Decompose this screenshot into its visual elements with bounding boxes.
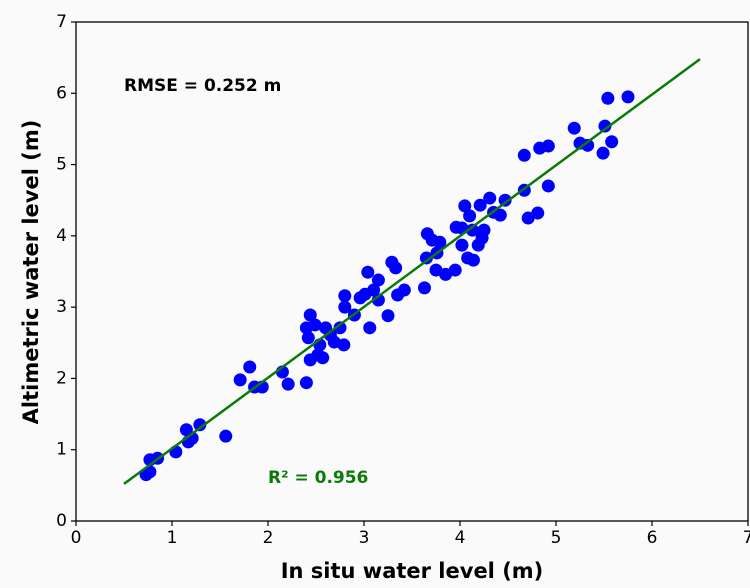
y-axis-title: Altimetric water level (m) bbox=[19, 120, 43, 425]
y-tick-label: 4 bbox=[56, 226, 67, 246]
x-tick-label: 4 bbox=[455, 528, 466, 548]
point bbox=[219, 429, 233, 443]
x-axis-title: In situ water level (m) bbox=[281, 559, 544, 583]
y-tick-label: 0 bbox=[56, 511, 67, 531]
point bbox=[338, 300, 352, 314]
point bbox=[281, 377, 295, 391]
point bbox=[463, 209, 477, 223]
point bbox=[493, 208, 507, 222]
point bbox=[333, 321, 347, 335]
x-tick-label: 7 bbox=[743, 528, 750, 548]
point bbox=[417, 281, 431, 295]
point bbox=[517, 148, 531, 162]
point bbox=[541, 179, 555, 193]
point bbox=[299, 376, 313, 390]
annotation: RMSE = 0.252 m bbox=[124, 76, 281, 96]
point bbox=[367, 283, 381, 297]
point bbox=[419, 251, 433, 265]
point bbox=[371, 273, 385, 287]
x-tick-label: 0 bbox=[71, 528, 82, 548]
y-tick-label: 6 bbox=[56, 83, 67, 103]
point bbox=[498, 193, 512, 207]
point bbox=[303, 308, 317, 322]
y-tick-label: 1 bbox=[56, 440, 67, 460]
point bbox=[381, 309, 395, 323]
point bbox=[473, 198, 487, 212]
point bbox=[363, 321, 377, 335]
point bbox=[605, 135, 619, 149]
point bbox=[361, 265, 375, 279]
x-tick-label: 2 bbox=[263, 528, 274, 548]
y-tick-label: 7 bbox=[56, 12, 67, 32]
point bbox=[371, 293, 385, 307]
point bbox=[601, 91, 615, 105]
point bbox=[598, 119, 612, 133]
y-tick-label: 5 bbox=[56, 155, 67, 175]
point bbox=[397, 283, 411, 297]
point bbox=[337, 338, 351, 352]
y-tick-label: 3 bbox=[56, 297, 67, 317]
x-tick-label: 6 bbox=[647, 528, 658, 548]
point bbox=[455, 238, 469, 252]
point bbox=[243, 360, 257, 374]
point bbox=[338, 289, 352, 303]
point bbox=[433, 235, 447, 249]
annotation: R² = 0.956 bbox=[268, 468, 368, 488]
point bbox=[596, 146, 610, 160]
point bbox=[233, 373, 247, 387]
point bbox=[521, 211, 535, 225]
x-tick-label: 5 bbox=[551, 528, 562, 548]
point bbox=[316, 351, 330, 365]
point bbox=[477, 223, 491, 237]
point bbox=[301, 331, 315, 345]
point bbox=[308, 318, 322, 332]
fit-line bbox=[123, 58, 701, 485]
point bbox=[541, 139, 555, 153]
point bbox=[458, 199, 472, 213]
point bbox=[448, 263, 462, 277]
x-tick-label: 1 bbox=[167, 528, 178, 548]
point bbox=[531, 206, 545, 220]
point bbox=[621, 90, 635, 104]
y-tick-label: 2 bbox=[56, 368, 67, 388]
point bbox=[193, 418, 207, 432]
point bbox=[581, 138, 595, 152]
point bbox=[389, 261, 403, 275]
point bbox=[466, 253, 480, 267]
point bbox=[169, 445, 183, 459]
x-tick-label: 3 bbox=[359, 528, 370, 548]
point bbox=[465, 223, 479, 237]
point bbox=[567, 121, 581, 135]
point bbox=[483, 191, 497, 205]
